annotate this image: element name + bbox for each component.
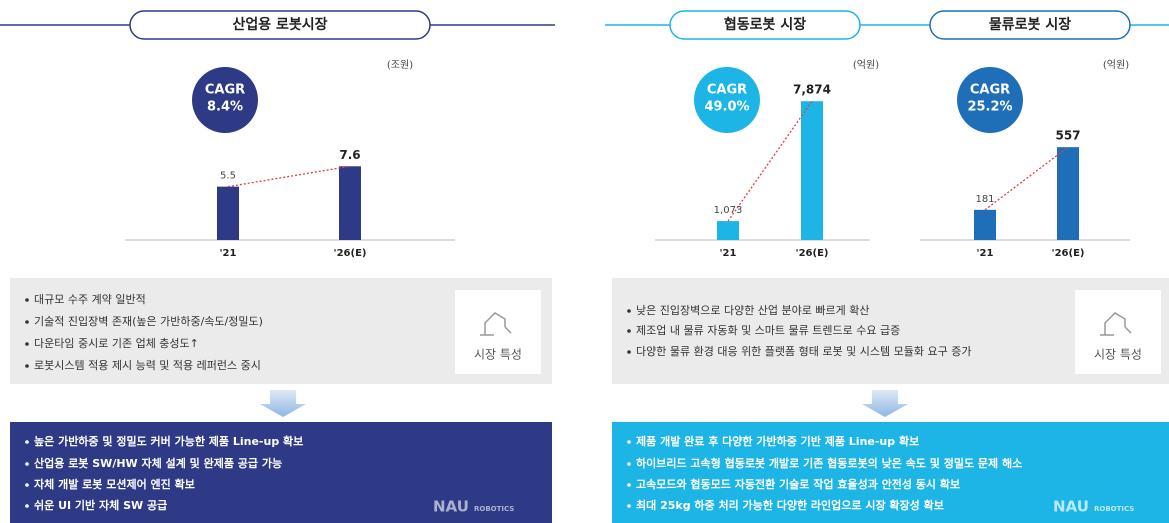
feature-item: 다양한 물류 환경 대응 위한 플랫폼 형태 로봇 및 시스템 모듈화 요구 증…	[636, 345, 971, 358]
x-tick-label: '26(E)	[796, 248, 829, 259]
strategy-box	[10, 422, 552, 523]
cagr-value: 49.0%	[704, 100, 749, 115]
feature-label: 시장 특성	[1094, 348, 1142, 362]
bar	[1057, 147, 1079, 240]
arrow	[260, 390, 306, 417]
arrow	[862, 390, 908, 417]
unit-label: (억원)	[1103, 59, 1129, 71]
unit-label: (억원)	[853, 59, 879, 71]
strategy-item: 쉬운 UI 기반 자체 SW 공급	[34, 498, 167, 512]
cagr-badge	[192, 67, 258, 133]
value-label: 181	[975, 194, 994, 205]
bullet	[627, 483, 631, 487]
chart-title: 협동로봇 시장	[724, 16, 806, 33]
logo-text: ROBOTICS	[474, 505, 514, 513]
value-label: 7,874	[793, 83, 831, 97]
cagr-value: 25.2%	[967, 100, 1012, 115]
cagr-label: CAGR	[970, 83, 1010, 98]
bullet	[627, 329, 631, 333]
bullet	[627, 309, 631, 313]
bar	[974, 209, 996, 240]
bullet	[25, 483, 29, 487]
trend-line	[227, 165, 351, 188]
strategy-item: 산업용 로봇 SW/HW 자체 설계 및 완제품 공급 가능	[34, 456, 282, 470]
strategy-item: 제품 개발 완료 후 다양한 가반하중 기반 제품 Line-up 확보	[636, 434, 919, 448]
logo-mark: NAU	[433, 498, 469, 516]
trend-line	[984, 146, 1069, 211]
feature-item: 기술적 진입장벽 존재(높은 가반하중/속도/정밀도)	[34, 314, 263, 328]
bullet	[25, 364, 29, 368]
feature-item: 다운타임 중시로 기존 업체 충성도↑	[34, 337, 199, 350]
bar	[217, 186, 239, 240]
icon-box	[1075, 290, 1161, 374]
bar	[339, 166, 361, 240]
header-pill	[129, 10, 431, 40]
robot-icon	[480, 312, 1132, 336]
bullet	[25, 298, 29, 302]
feature-label: 시장 특성	[474, 348, 522, 362]
feature-item: 낮은 진입장벽으로 다양한 산업 분야로 빠르게 확산	[636, 304, 870, 317]
value-label: 7.6	[339, 148, 360, 162]
strategy-item: 하이브리드 고속형 협동로봇 개발로 기존 협동로봇의 낮은 속도 및 정밀도 …	[636, 456, 1022, 470]
header-pill	[669, 10, 861, 40]
logo-mark: NAU	[1053, 498, 1089, 516]
x-tick-label: '26(E)	[1052, 248, 1085, 259]
feature-item: 로봇시스템 적용 제시 능력 및 적용 레퍼런스 중시	[34, 359, 261, 372]
x-tick-label: '21	[220, 248, 237, 259]
strategy-box	[612, 422, 1169, 523]
bullet	[627, 440, 631, 444]
bullet	[25, 504, 29, 508]
bar	[717, 221, 739, 240]
feature-item: 제조업 내 물류 자동화 및 스마트 물류 트렌드로 수요 급증	[636, 324, 900, 337]
bullet	[627, 504, 631, 508]
cagr-value: 8.4%	[207, 100, 243, 115]
logo-text: ROBOTICS	[1094, 505, 1134, 513]
bullet	[627, 462, 631, 466]
bar	[801, 101, 823, 240]
value-label: 5.5	[220, 171, 236, 182]
icon-box	[455, 290, 541, 374]
trend-line	[727, 100, 813, 222]
bullet	[25, 320, 29, 324]
cagr-label: CAGR	[707, 83, 747, 98]
cagr-label: CAGR	[205, 83, 245, 98]
x-tick-label: '26(E)	[334, 248, 367, 259]
bullet	[25, 342, 29, 346]
chart-title: 산업용 로봇시장	[232, 16, 327, 33]
feature-item: 대규모 수주 계약 일반적	[34, 292, 146, 306]
header-pill	[929, 10, 1131, 40]
strategy-item: 최대 25kg 하중 처리 가능한 다양한 라인업으로 시장 확장성 확보	[636, 498, 944, 512]
strategy-item: 높은 가반하중 및 정밀도 커버 가능한 제품 Line-up 확보	[34, 434, 303, 448]
value-label: 557	[1055, 129, 1080, 143]
strategy-item: 자체 개발 로봇 모션제어 엔진 확보	[34, 477, 195, 491]
bullet	[627, 350, 631, 354]
strategy-item: 고속모드와 협동모드 자동전환 기술로 작업 효율성과 안전성 동시 확보	[636, 477, 960, 491]
unit-label: (조원)	[387, 59, 413, 71]
cagr-badge	[957, 67, 1023, 133]
x-tick-label: '21	[977, 248, 994, 259]
cagr-badge	[694, 67, 760, 133]
bullet	[25, 462, 29, 466]
x-tick-label: '21	[720, 248, 737, 259]
chart-title: 물류로봇 시장	[989, 16, 1071, 33]
bullet	[25, 440, 29, 444]
value-label: 1,073	[714, 205, 743, 216]
